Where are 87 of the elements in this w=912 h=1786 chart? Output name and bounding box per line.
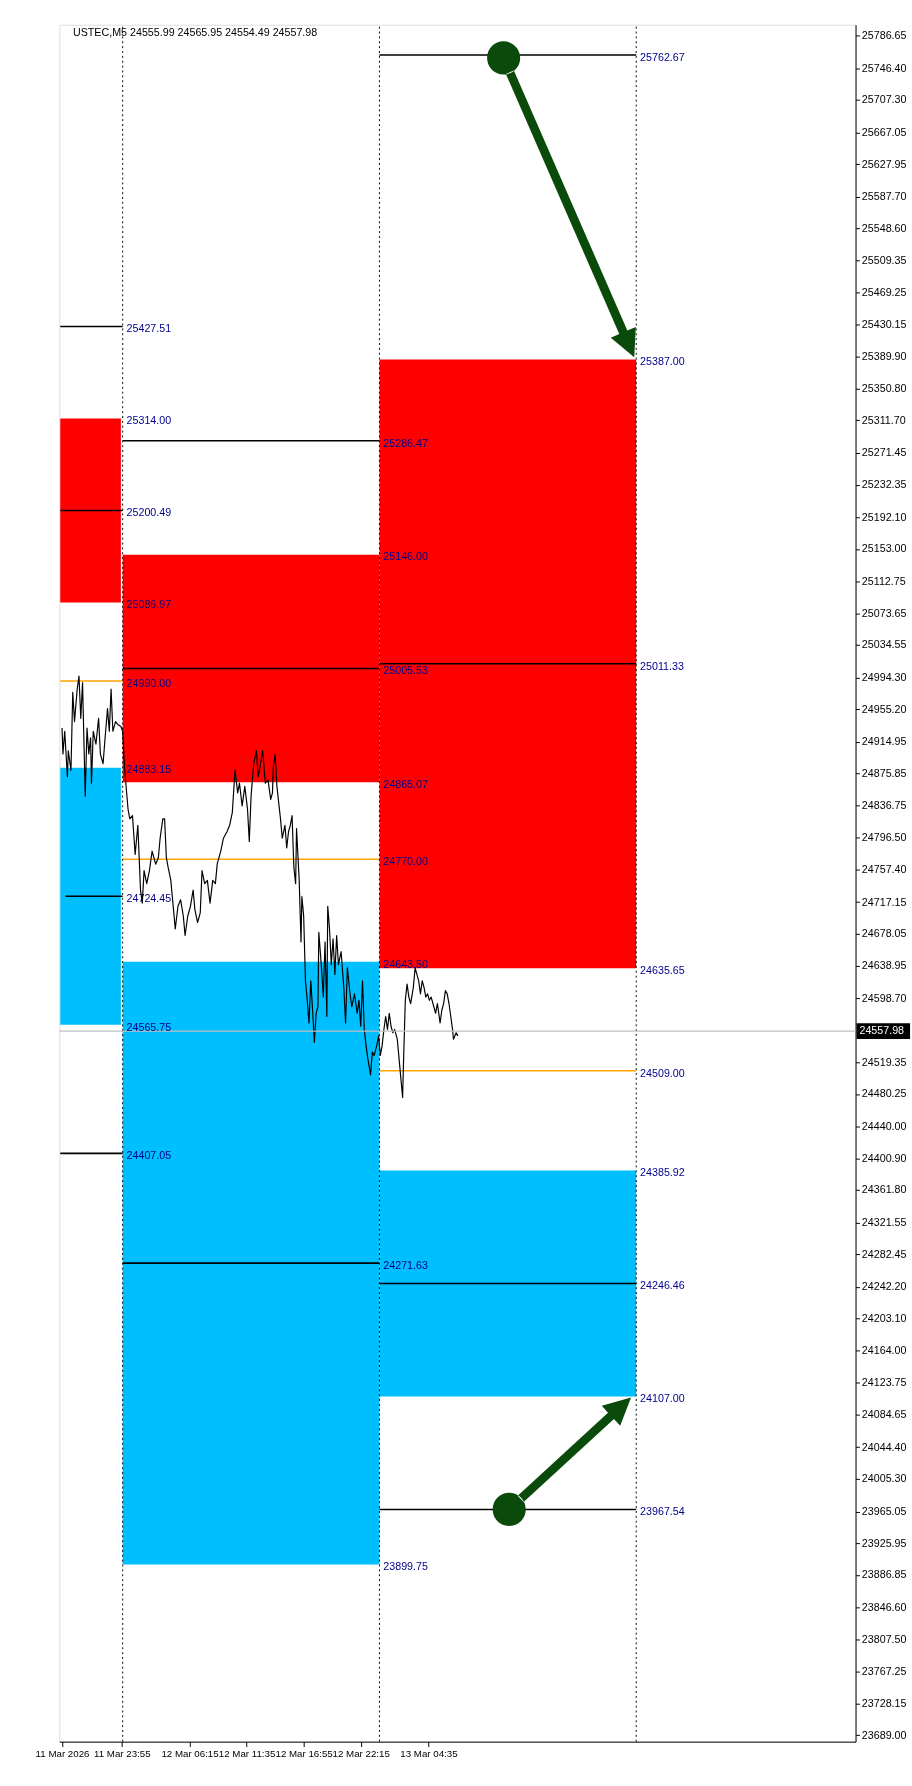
y-tick-label: 24914.95 xyxy=(861,735,907,748)
annotation: 24385.92 xyxy=(640,1166,685,1179)
y-tick-label: 24005.30 xyxy=(861,1472,907,1485)
y-tick-label: 25192.10 xyxy=(861,510,907,523)
annotation: 24635.65 xyxy=(640,964,685,977)
y-tick-label: 24678.05 xyxy=(861,927,907,940)
y-tick-label: 25667.05 xyxy=(861,125,907,138)
series-label: 23967.54 xyxy=(640,1505,685,1518)
y-tick-label: 25112.75 xyxy=(861,575,906,587)
x-tick-label: 12 Mar 22:15 xyxy=(332,1747,390,1759)
y-tick-label: 23728.15 xyxy=(861,1696,907,1709)
y-tick-label: 24598.70 xyxy=(861,991,907,1004)
series-label: 24407.05 xyxy=(126,1149,172,1162)
series-label: 25011.33 xyxy=(640,659,684,672)
y-tick-label: 25311.70 xyxy=(861,413,906,426)
y-tick-label: 24123.75 xyxy=(861,1376,907,1389)
annotation: 24883.15 xyxy=(126,763,172,776)
x-tick-label: 12 Mar 06:15 xyxy=(161,1747,219,1759)
y-tick-label: 25271.45 xyxy=(861,446,907,459)
series-label: 25427.51 xyxy=(126,322,172,335)
y-tick-label: 25627.95 xyxy=(861,157,907,170)
x-tick-label: 13 Mar 04:35 xyxy=(400,1747,458,1759)
series-label: 25200.49 xyxy=(126,506,172,519)
y-tick-label: 24875.85 xyxy=(861,766,907,779)
y-tick-label: 25786.65 xyxy=(861,28,907,41)
y-tick-label: 23807.50 xyxy=(861,1632,907,1645)
y-tick-label: 25153.00 xyxy=(861,542,907,555)
y-tick-label: 23965.05 xyxy=(861,1504,907,1517)
y-tick-label: 24638.95 xyxy=(861,958,907,971)
y-tick-label: 23846.60 xyxy=(861,1600,907,1613)
annotation: 24643.50 xyxy=(383,957,428,970)
y-tick-label: 24757.40 xyxy=(861,862,907,875)
x-tick-label: 11 Mar 2026 xyxy=(35,1747,90,1759)
y-tick-label: 25509.35 xyxy=(861,253,907,266)
chart-title: USTEC,M5 24555.99 24565.95 24554.49 24557.98 xyxy=(73,26,318,39)
y-tick-label: 24203.10 xyxy=(861,1312,907,1325)
y-tick-label: 24361.80 xyxy=(861,1183,907,1196)
y-tick-label: 24836.75 xyxy=(861,798,907,811)
annotation: 25146.00 xyxy=(383,550,428,563)
y-tick-label: 24400.90 xyxy=(861,1151,907,1164)
annotation: 24565.75 xyxy=(126,1020,172,1033)
annotation: 24107.00 xyxy=(640,1392,685,1405)
y-tick-label: 25548.60 xyxy=(861,221,907,234)
y-tick-label: 24440.00 xyxy=(861,1120,907,1133)
y-tick-label: 24084.65 xyxy=(861,1408,907,1421)
series-label: 25286.47 xyxy=(383,436,428,449)
series-label: 24770.00 xyxy=(383,855,428,868)
annotation: 25387.00 xyxy=(640,355,685,368)
y-tick-label: 24044.40 xyxy=(861,1440,907,1453)
y-tick-label: 25469.25 xyxy=(861,286,907,299)
y-tick-label: 25232.35 xyxy=(861,478,907,491)
y-tick-label: 24282.45 xyxy=(861,1247,907,1260)
annotation: 23899.75 xyxy=(383,1560,428,1573)
x-tick-label: 12 Mar 16:55 xyxy=(275,1747,333,1759)
y-tick-label: 24321.55 xyxy=(861,1216,907,1229)
y-tick-label: 24955.20 xyxy=(861,702,907,715)
y-tick-label: 25587.70 xyxy=(861,190,907,203)
y-tick-label: 25350.80 xyxy=(861,382,907,395)
y-tick-label: 24994.30 xyxy=(861,670,907,683)
annotation: 25086.97 xyxy=(126,598,172,611)
series-label: 24509.00 xyxy=(640,1066,685,1079)
y-tick-label: 25034.55 xyxy=(861,638,907,651)
y-tick-label: 24242.20 xyxy=(861,1280,907,1293)
y-tick-label: 24480.25 xyxy=(861,1087,907,1100)
series-label: 25762.67 xyxy=(640,50,685,63)
y-tick-label: 25073.65 xyxy=(861,606,907,619)
annotation: 24865.07 xyxy=(383,778,428,791)
series-label: 24990.00 xyxy=(126,676,172,689)
series-label: 25005.53 xyxy=(383,664,428,677)
annotation: 25314.00 xyxy=(126,414,172,427)
y-tick-label: 25707.30 xyxy=(861,93,907,106)
y-tick-label: 23886.85 xyxy=(861,1568,907,1581)
y-tick-label: 24164.00 xyxy=(861,1343,907,1356)
ref-line-label: 24557.98 xyxy=(859,1024,905,1037)
y-tick-label: 24796.50 xyxy=(861,831,907,844)
y-tick-label: 23767.25 xyxy=(861,1665,907,1678)
y-tick-label: 25389.90 xyxy=(861,350,907,363)
y-tick-label: 23689.00 xyxy=(861,1728,907,1741)
series-label: 24271.63 xyxy=(383,1258,428,1271)
x-tick-label: 11 Mar 23:55 xyxy=(94,1747,151,1759)
y-tick-label: 25746.40 xyxy=(861,61,907,74)
y-tick-label: 23925.95 xyxy=(861,1536,907,1549)
y-tick-label: 24717.15 xyxy=(861,895,907,908)
series-label: 24246.46 xyxy=(640,1279,685,1292)
y-tick-label: 24519.35 xyxy=(861,1055,907,1068)
y-tick-label: 25430.15 xyxy=(861,317,907,330)
x-tick-label: 12 Mar 11:35 xyxy=(218,1747,276,1759)
